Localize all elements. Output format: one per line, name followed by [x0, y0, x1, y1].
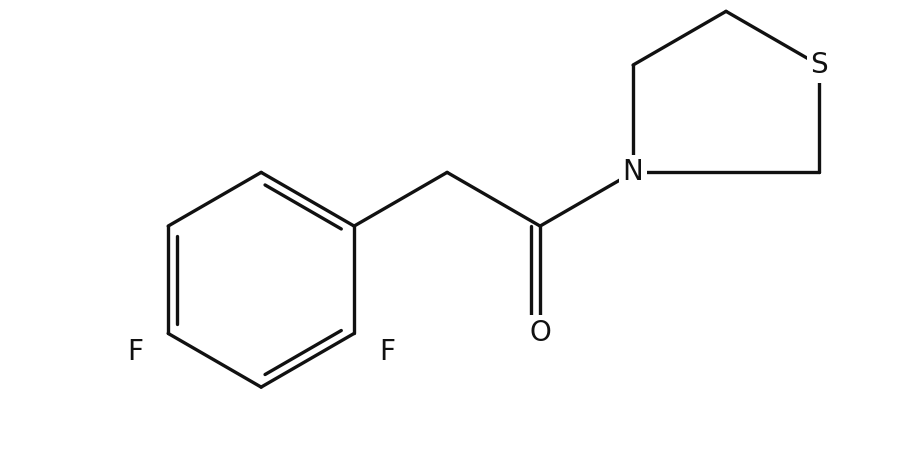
Text: O: O — [530, 319, 551, 347]
Text: S: S — [810, 51, 828, 79]
Text: F: F — [127, 338, 144, 366]
Text: F: F — [379, 338, 395, 366]
Text: N: N — [622, 159, 643, 186]
